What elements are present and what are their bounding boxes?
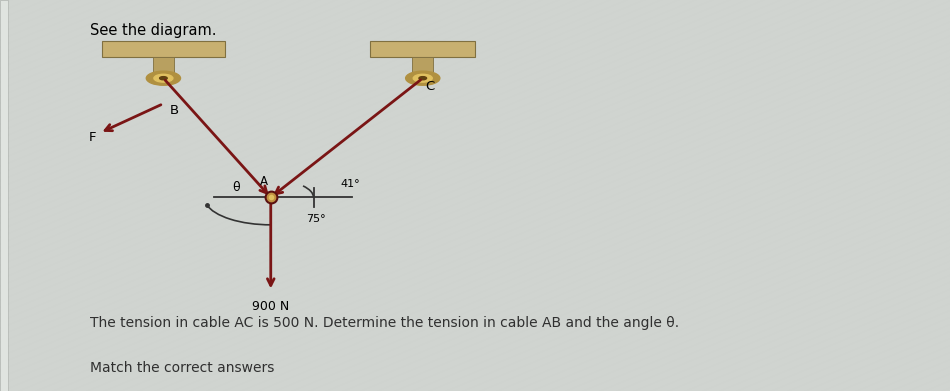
Text: C: C <box>425 80 434 93</box>
Circle shape <box>154 74 173 82</box>
Text: 75°: 75° <box>306 214 326 224</box>
Circle shape <box>406 71 440 85</box>
Text: See the diagram.: See the diagram. <box>90 23 217 38</box>
Text: 41°: 41° <box>340 179 360 189</box>
Text: A: A <box>260 175 268 188</box>
Text: B: B <box>169 104 179 117</box>
Text: The tension in cable AC is 500 N. Determine the tension in cable AB and the angl: The tension in cable AC is 500 N. Determ… <box>90 316 679 330</box>
FancyBboxPatch shape <box>0 0 8 391</box>
Text: Match the correct answers: Match the correct answers <box>90 361 275 375</box>
FancyBboxPatch shape <box>412 57 433 78</box>
FancyBboxPatch shape <box>153 57 174 78</box>
Circle shape <box>413 74 432 82</box>
Circle shape <box>146 71 180 85</box>
FancyBboxPatch shape <box>102 41 225 57</box>
FancyBboxPatch shape <box>370 41 475 57</box>
Text: θ: θ <box>232 181 239 194</box>
Circle shape <box>160 77 167 80</box>
Text: 900 N: 900 N <box>252 300 290 314</box>
Circle shape <box>419 77 427 80</box>
Text: F: F <box>88 131 96 144</box>
